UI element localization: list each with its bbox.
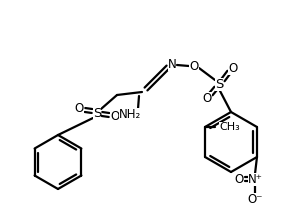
Text: N⁺: N⁺	[247, 172, 262, 185]
Text: CH₃: CH₃	[219, 122, 240, 132]
Text: O: O	[74, 101, 84, 114]
Text: O: O	[234, 172, 244, 185]
Text: O: O	[111, 110, 120, 123]
Text: N: N	[168, 58, 177, 71]
Text: NH₂: NH₂	[119, 108, 141, 121]
Text: S: S	[215, 78, 223, 90]
Text: S: S	[93, 106, 101, 119]
Text: O: O	[228, 62, 238, 75]
Text: O⁻: O⁻	[247, 192, 263, 205]
Text: O: O	[189, 60, 199, 73]
Text: O: O	[202, 91, 212, 105]
